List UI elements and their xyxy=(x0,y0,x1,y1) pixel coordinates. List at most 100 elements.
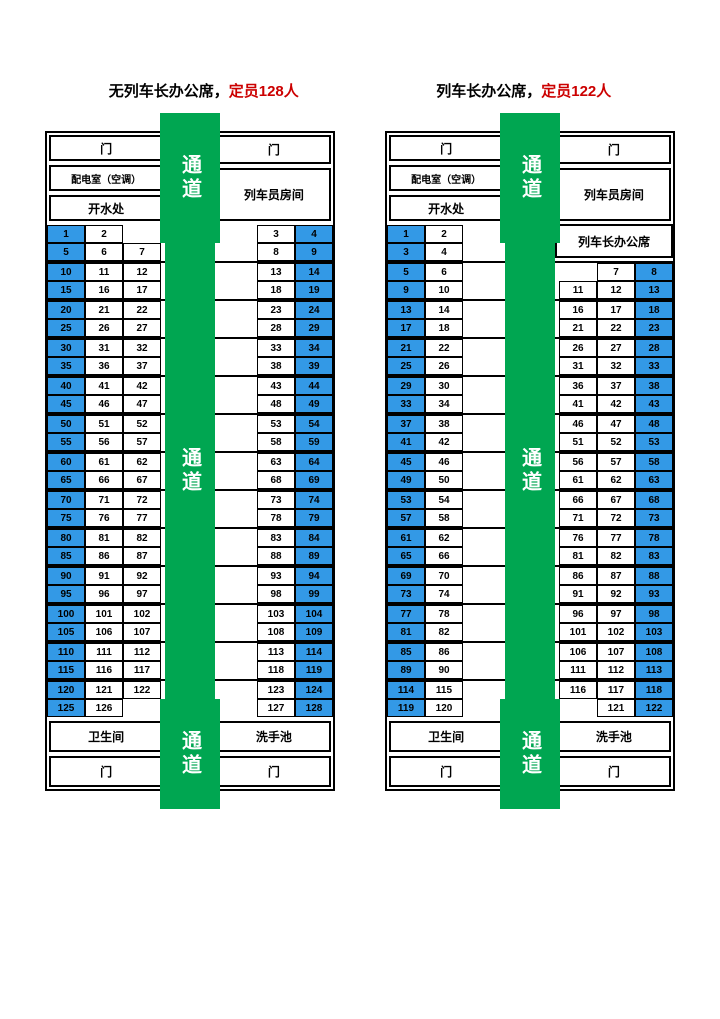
seat-41: 41 xyxy=(387,433,425,451)
seat-119: 119 xyxy=(387,699,425,717)
seat-123: 123 xyxy=(257,681,295,699)
row-right: 666768 xyxy=(555,491,673,509)
seat-empty xyxy=(463,681,501,699)
seat-68: 68 xyxy=(257,471,295,489)
seat-121: 121 xyxy=(85,681,123,699)
row-right: 9899 xyxy=(215,585,333,603)
row-right: 363738 xyxy=(555,377,673,395)
bot-right-col: 洗手池 门 xyxy=(215,719,333,789)
wash: 洗手池 xyxy=(217,721,331,752)
seat-54: 54 xyxy=(295,415,333,433)
seat-16: 16 xyxy=(85,281,123,299)
seat-97: 97 xyxy=(597,605,635,623)
right-title-prefix: 列车长办公席， xyxy=(436,83,541,100)
hot-water: 开水处 xyxy=(389,195,503,221)
bot-left-col: 卫生间 门 xyxy=(47,719,165,789)
seat-49: 49 xyxy=(295,395,333,413)
seat-95: 95 xyxy=(47,585,85,603)
row-left: 606162 xyxy=(47,453,165,471)
hot-water: 开水处 xyxy=(49,195,163,221)
door-bot-right: 门 xyxy=(557,756,671,787)
seat-59: 59 xyxy=(295,433,333,451)
row-right: 106107108 xyxy=(555,643,673,661)
seat-113: 113 xyxy=(635,661,673,679)
seat-117: 117 xyxy=(597,681,635,699)
row-right: 767778 xyxy=(555,529,673,547)
seat-70: 70 xyxy=(425,567,463,585)
seat-33: 33 xyxy=(257,339,295,357)
seat-115: 115 xyxy=(47,661,85,679)
row-left: 56 xyxy=(387,263,505,281)
seat-area: 通道12列车长办公席345678910111213131416171817182… xyxy=(387,223,673,719)
left-car: 通道 门 配电室（空调） 开水处 门 列车员房间 通道1234567891011… xyxy=(45,131,335,791)
seat-38: 38 xyxy=(425,415,463,433)
corridor-bot-label: 通道 xyxy=(176,730,205,778)
row-right: 262728 xyxy=(555,339,673,357)
row-right: 3334 xyxy=(215,339,333,357)
seat-104: 104 xyxy=(295,605,333,623)
row-left: 120121122 xyxy=(47,681,165,699)
row-right: 8384 xyxy=(215,529,333,547)
row-right: 103104 xyxy=(215,605,333,623)
seat-91: 91 xyxy=(559,585,597,603)
seat-65: 65 xyxy=(47,471,85,489)
seat-21: 21 xyxy=(559,319,597,337)
row-left: 858687 xyxy=(47,547,165,565)
seat-2: 2 xyxy=(85,225,123,243)
power-room: 配电室（空调） xyxy=(389,165,503,191)
seat-18: 18 xyxy=(425,319,463,337)
seat-76: 76 xyxy=(85,509,123,527)
row-right: 313233 xyxy=(555,357,673,375)
right-car: 通道 门 配电室（空调） 开水处 门 列车员房间 通道12列车长办公席34567… xyxy=(385,131,675,791)
seat-88: 88 xyxy=(257,547,295,565)
seat-39: 39 xyxy=(295,357,333,375)
row-left: 3738 xyxy=(387,415,505,433)
seat-89: 89 xyxy=(387,661,425,679)
row-right: 121122 xyxy=(555,699,673,717)
seat-20: 20 xyxy=(47,301,85,319)
seat-11: 11 xyxy=(559,281,597,299)
row-left: 2930 xyxy=(387,377,505,395)
seat-35: 35 xyxy=(47,357,85,375)
seat-58: 58 xyxy=(425,509,463,527)
seat-98: 98 xyxy=(257,585,295,603)
seat-98: 98 xyxy=(635,605,673,623)
seat-60: 60 xyxy=(47,453,85,471)
seat-83: 83 xyxy=(635,547,673,565)
corridor-mid-label: 通道 xyxy=(176,447,205,495)
row-right: 414243 xyxy=(555,395,673,413)
row-right: 4849 xyxy=(215,395,333,413)
row-left: 34 xyxy=(387,243,505,261)
seat-54: 54 xyxy=(425,491,463,509)
seat-125: 125 xyxy=(47,699,85,717)
seat-10: 10 xyxy=(47,263,85,281)
seat-66: 66 xyxy=(559,491,597,509)
seat-72: 72 xyxy=(597,509,635,527)
seat-empty xyxy=(463,605,501,623)
seat-22: 22 xyxy=(425,339,463,357)
seat-83: 83 xyxy=(257,529,295,547)
seat-53: 53 xyxy=(257,415,295,433)
seat-10: 10 xyxy=(425,281,463,299)
seat-82: 82 xyxy=(425,623,463,641)
seat-63: 63 xyxy=(635,471,673,489)
seat-111: 111 xyxy=(559,661,597,679)
seat-empty xyxy=(463,509,501,527)
seat-62: 62 xyxy=(123,453,161,471)
corridor-label: 通道 xyxy=(516,154,545,202)
seat-38: 38 xyxy=(257,357,295,375)
seat-86: 86 xyxy=(425,643,463,661)
seat-56: 56 xyxy=(559,453,597,471)
seat-42: 42 xyxy=(597,395,635,413)
row-right: 565758 xyxy=(555,453,673,471)
seat-empty xyxy=(463,643,501,661)
car-body: 通道 门 配电室（空调） 开水处 门 列车员房间 通道12列车长办公席34567… xyxy=(385,131,675,791)
seat-32: 32 xyxy=(597,357,635,375)
seat-5: 5 xyxy=(47,243,85,261)
seat-22: 22 xyxy=(597,319,635,337)
row-right: 515253 xyxy=(555,433,673,451)
seat-25: 25 xyxy=(387,357,425,375)
seat-26: 26 xyxy=(559,339,597,357)
seat-68: 68 xyxy=(635,491,673,509)
seat-11: 11 xyxy=(85,263,123,281)
